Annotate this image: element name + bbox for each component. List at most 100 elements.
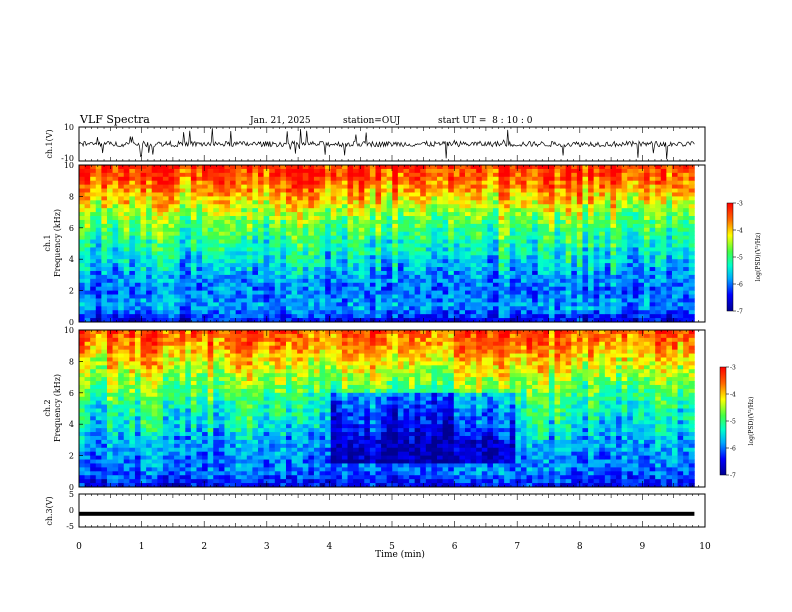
spectrogram-cell [683,172,690,178]
spectrogram-cell [593,290,600,295]
spectrogram-cell [437,302,444,307]
spectrogram-cell [123,204,130,209]
spectrogram-cell [498,200,505,205]
spectrogram-cell [532,278,539,284]
spectrogram-cell [90,294,97,299]
spectrogram-cell [465,216,471,221]
spectrogram-cell [118,428,125,433]
spectrogram-cell [106,239,113,244]
spectrogram-cell [134,373,141,378]
spectrogram-cell [520,235,527,240]
spectrogram-cell [84,365,91,370]
spectrogram-cell [202,184,209,189]
spectrogram-cell [532,267,539,272]
spectrogram-cell [409,196,416,201]
spectrogram-cell [453,231,460,237]
spectrogram-cell [157,314,164,319]
spectrogram-cell [677,306,684,311]
spectrogram-cell [414,180,421,186]
spectrogram-cell [151,255,158,260]
spectrogram-cell [593,196,600,201]
spectrogram-cell [470,267,477,272]
spectrogram-cell [403,310,410,315]
spectrogram-cell [537,314,544,319]
spectrogram-cell [688,263,695,268]
spectrogram-cell [123,223,130,229]
spectrogram-cell [252,306,259,311]
spectrogram-cell [638,259,645,264]
spectrogram-cell [403,192,410,197]
spectrogram-cell [280,306,287,311]
spectrogram-cell [465,180,471,186]
spectrogram-cell [638,318,645,323]
spectrogram-cell [520,267,527,272]
spectrogram-cell [548,219,555,225]
spectrogram-cell [565,298,572,303]
spectrogram-cell [358,286,365,292]
spectrogram-cell [285,212,292,217]
spectrogram-cell [190,282,197,288]
spectrogram-cell [151,227,158,233]
spectrogram-cell [509,172,516,178]
spectrogram-cell [90,424,97,429]
spectrogram-cell [112,439,119,445]
spectrogram-cell [532,247,539,252]
spectrogram-cell [459,168,466,174]
spectrogram-cell [129,176,136,182]
spectrogram-cell [616,310,623,315]
spectrogram-cell [532,302,539,307]
spectrogram-cell [336,302,343,307]
spectrogram-cell [106,204,113,209]
spectrogram-cell [498,227,505,233]
spectrogram-cell [560,298,567,303]
spectrogram-cell [118,282,125,288]
spectrogram-cell [106,176,113,182]
spectrogram-cell [213,318,220,323]
spectrogram-cell [621,204,628,209]
spectrogram-cell [403,243,410,248]
spectrogram-cell [313,274,320,280]
spectrogram-cell [230,243,237,248]
spectrogram-cell [151,408,158,413]
spectrogram-cell [509,196,516,201]
spectrogram-cell [392,267,399,272]
spectrogram-cell [341,223,348,229]
spectrogram-cell [515,239,522,244]
spectrogram-cell [369,274,376,280]
spectrogram-cell [582,318,589,323]
spectrogram-cell [140,349,147,354]
spectrogram-cell [543,286,550,292]
spectrogram-cell [235,251,242,256]
spectrogram-cell [330,243,337,248]
spectrogram-cell [621,318,628,323]
spectrogram-cell [610,223,617,229]
spectrogram-cell [465,270,471,276]
spectrogram-cell [134,204,141,209]
spectrogram-cell [224,200,231,205]
spectrogram-cell [638,165,645,170]
spectrogram-cell [554,274,561,280]
spectrogram-cell [588,302,595,307]
spectrogram-cell [118,306,125,311]
spectrogram-cell [453,184,460,189]
spectrogram-cell [554,282,561,288]
spectrogram-cell [207,274,214,280]
spectrogram-cell [543,302,550,307]
spectrogram-cell [207,302,214,307]
spectrogram-cell [330,294,337,299]
spectrogram-cell [492,219,499,225]
spectrogram-cell [543,306,550,311]
ch1-waveform-ylabel: ch.1(V) [45,129,54,158]
spectrogram-cell [230,231,237,237]
spectrogram-cell [632,180,639,186]
spectrogram-cell [560,286,567,292]
spectrogram-cell [140,200,147,205]
spectrogram-cell [297,267,304,272]
spectrogram-cell [453,243,460,248]
spectrogram-cell [515,196,522,201]
spectrogram-cell [106,439,113,445]
spectrogram-cell [302,172,309,178]
spectrogram-cell [465,267,471,272]
spectrogram-cell [504,251,511,256]
